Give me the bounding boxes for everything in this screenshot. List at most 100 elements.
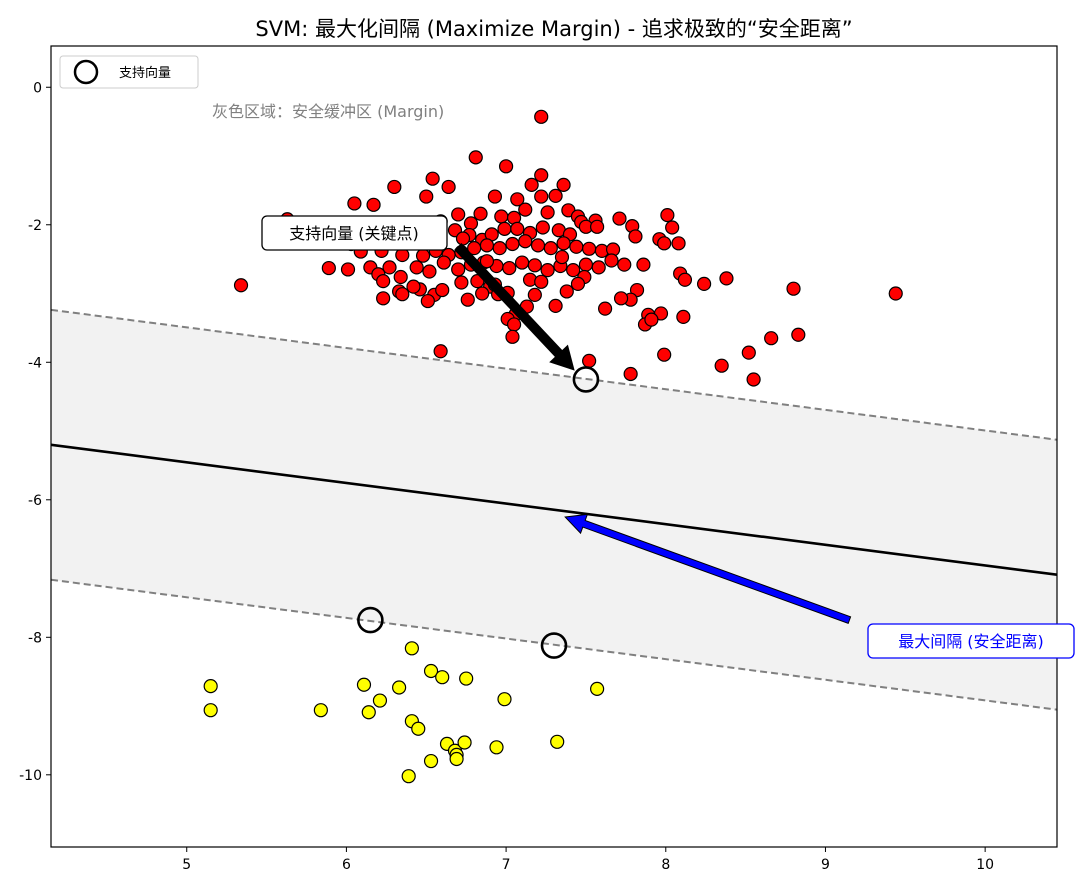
point-red bbox=[604, 253, 619, 268]
x-tick-label: 7 bbox=[502, 857, 511, 873]
support-vector-ring bbox=[572, 366, 600, 393]
point-yellow bbox=[404, 641, 419, 656]
point-red bbox=[636, 257, 651, 272]
point-red bbox=[518, 202, 533, 217]
point-red bbox=[451, 207, 466, 222]
point-red bbox=[492, 241, 507, 256]
plot-frame bbox=[50, 45, 1058, 848]
point-red bbox=[676, 309, 691, 324]
point-red bbox=[406, 279, 421, 294]
point-red bbox=[340, 262, 356, 277]
point-red bbox=[479, 254, 495, 269]
point-red bbox=[677, 272, 693, 287]
point-red bbox=[569, 239, 584, 254]
y-tick-label: -6 bbox=[28, 493, 42, 509]
point-red bbox=[582, 241, 597, 256]
point-red bbox=[540, 263, 555, 278]
point-red bbox=[548, 298, 563, 313]
point-red bbox=[347, 196, 362, 211]
point-red bbox=[597, 301, 613, 316]
y-tick-label: -4 bbox=[28, 355, 42, 371]
point-red bbox=[534, 109, 549, 124]
y-axis: 0 -2 -4 -6 -8 -10 bbox=[19, 80, 51, 784]
point-red bbox=[494, 209, 509, 224]
point-red bbox=[233, 278, 249, 293]
x-tick-label: 9 bbox=[821, 857, 830, 873]
point-red bbox=[479, 238, 495, 253]
point-yellow bbox=[489, 740, 504, 755]
support-vector-arrow bbox=[454, 242, 575, 371]
point-red bbox=[502, 260, 517, 276]
margin-line-upper bbox=[51, 308, 1057, 441]
point-yellow bbox=[590, 681, 605, 696]
point-yellow bbox=[423, 663, 439, 679]
point-red bbox=[613, 291, 629, 306]
decision-boundary bbox=[51, 443, 1057, 577]
point-red bbox=[505, 236, 520, 252]
point-red bbox=[376, 291, 391, 306]
point-red bbox=[518, 234, 533, 249]
point-red bbox=[435, 282, 450, 298]
point-red bbox=[786, 281, 801, 296]
point-red bbox=[382, 260, 397, 275]
point-red bbox=[498, 159, 514, 174]
point-red bbox=[543, 241, 558, 256]
point-red bbox=[376, 274, 391, 289]
point-red bbox=[591, 260, 606, 275]
point-red bbox=[475, 286, 490, 301]
point-red bbox=[628, 229, 643, 244]
point-red bbox=[460, 292, 475, 307]
x-tick-label: 5 bbox=[182, 857, 191, 873]
support-vector-ring bbox=[540, 632, 568, 659]
point-red bbox=[623, 366, 638, 382]
legend-label: 支持向量 bbox=[119, 65, 171, 81]
point-red bbox=[514, 255, 530, 270]
point-red bbox=[534, 189, 549, 204]
margin-callout-box bbox=[867, 623, 1075, 659]
point-red bbox=[559, 284, 574, 299]
point-red bbox=[582, 353, 597, 368]
point-red bbox=[719, 271, 734, 286]
y-tick-label: 0 bbox=[33, 80, 42, 96]
point-red bbox=[534, 168, 549, 183]
point-red bbox=[554, 249, 570, 265]
support-vector-callout-text: 支持向量 (关键点) bbox=[289, 224, 419, 243]
point-red bbox=[506, 317, 522, 332]
point-red bbox=[657, 347, 672, 362]
point-red bbox=[791, 327, 806, 342]
point-red bbox=[436, 255, 451, 270]
point-red bbox=[665, 220, 680, 235]
point-yellow bbox=[356, 677, 372, 692]
point-red bbox=[660, 208, 675, 223]
point-red bbox=[473, 206, 488, 221]
point-red bbox=[393, 269, 408, 285]
point-red bbox=[454, 275, 469, 290]
point-red bbox=[629, 282, 645, 298]
point-red bbox=[888, 286, 903, 301]
point-red bbox=[505, 329, 520, 344]
point-red bbox=[590, 219, 605, 234]
point-red bbox=[468, 150, 483, 165]
point-red bbox=[566, 263, 581, 278]
point-yellow bbox=[423, 753, 439, 769]
point-red bbox=[548, 188, 563, 203]
x-tick-label: 10 bbox=[976, 857, 994, 873]
point-red bbox=[433, 344, 448, 359]
margin-arrow bbox=[564, 513, 852, 625]
point-red bbox=[657, 236, 672, 251]
point-red bbox=[746, 372, 761, 387]
point-red bbox=[366, 197, 381, 212]
point-red bbox=[671, 236, 686, 251]
region-label: 灰色区域：安全缓冲区 (Margin) bbox=[212, 102, 444, 121]
y-tick-label: -10 bbox=[19, 768, 42, 784]
legend-marker-support-vector bbox=[73, 59, 99, 85]
point-red bbox=[612, 211, 627, 226]
point-red bbox=[524, 177, 539, 192]
point-red bbox=[570, 276, 586, 291]
point-yellow bbox=[435, 670, 450, 685]
point-yellow bbox=[401, 769, 416, 784]
point-red bbox=[419, 189, 434, 204]
point-red bbox=[395, 287, 410, 302]
point-yellow bbox=[361, 705, 376, 720]
